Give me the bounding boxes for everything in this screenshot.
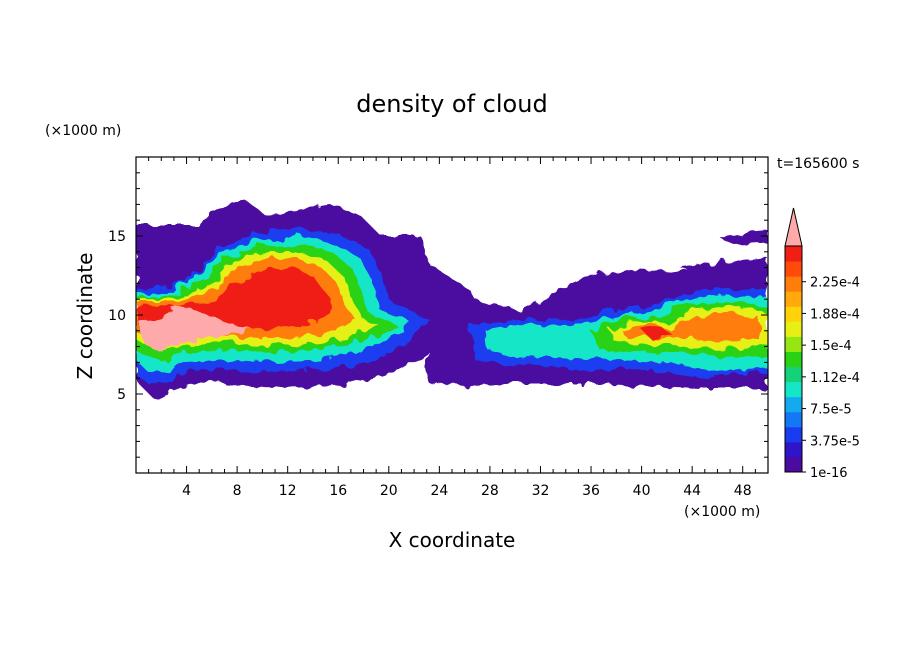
x-unit-label: (×1000 m) — [684, 504, 760, 520]
y-tick-label: 10 — [108, 308, 126, 324]
colorbar-label: 3.75e-5 — [810, 434, 860, 449]
cloud-upper-right-b — [720, 230, 768, 246]
colorbar-label: 1.88e-4 — [810, 307, 860, 322]
colorbar-label: 2.25e-4 — [810, 276, 860, 291]
y-axis-label: Z coordinate — [73, 253, 97, 380]
x-tick-label: 36 — [582, 483, 600, 499]
colorbar-swatch — [785, 276, 802, 292]
colorbar-swatch — [785, 321, 802, 337]
time-label: t=165600 s — [777, 156, 859, 172]
y-tick-label: 5 — [117, 387, 126, 403]
colorbar-swatch — [785, 426, 802, 443]
colorbar-swatch — [785, 381, 802, 398]
colorbar-swatch — [785, 396, 802, 413]
cloud-upper-right-c — [680, 258, 750, 276]
colorbar-swatch — [785, 261, 802, 277]
cloud-left-pink — [140, 308, 252, 352]
cloud-lower-right — [715, 372, 768, 386]
colorbar: 1e-16 3.75e-5 7.5e-5 1.12e-4 1.5e-4 1.88e-4 2.… — [784, 207, 860, 481]
colorbar-label: 1.12e-4 — [810, 371, 860, 386]
x-tick-label: 24 — [430, 483, 448, 499]
x-tick-label: 8 — [233, 483, 242, 499]
x-tick-label: 4 — [182, 483, 191, 499]
cloud-right-red — [640, 326, 672, 338]
colorbar-swatch — [785, 351, 802, 368]
heatmap-field — [136, 200, 768, 400]
colorbar-swatch — [785, 456, 802, 473]
x-axis-label: X coordinate — [389, 528, 516, 552]
x-tick-label: 48 — [734, 483, 752, 499]
cloud-upper-right-a — [590, 270, 680, 290]
x-tick-label: 40 — [633, 483, 651, 499]
colorbar-swatch — [785, 306, 802, 322]
chart-title: density of cloud — [356, 90, 547, 118]
colorbar-swatch — [785, 366, 802, 383]
x-tick-label: 12 — [279, 483, 297, 499]
x-tick-label: 28 — [481, 483, 499, 499]
colorbar-label: 1e-16 — [810, 466, 848, 481]
colorbar-swatch — [785, 336, 802, 352]
colorbar-swatch — [785, 246, 802, 262]
y-unit-label: (×1000 m) — [45, 123, 121, 139]
x-tick-label: 16 — [329, 483, 347, 499]
colorbar-label: 1.5e-4 — [810, 339, 852, 354]
colorbar-swatch — [785, 291, 802, 307]
x-axis: 4 8 12 16 20 24 28 32 36 40 44 48 — [148, 157, 756, 499]
colorbar-frame — [784, 245, 803, 473]
colorbar-extend-triangle — [784, 207, 803, 247]
x-tick-label: 20 — [380, 483, 398, 499]
colorbar-label: 7.5e-5 — [810, 403, 852, 418]
colorbar-swatch — [785, 441, 802, 458]
x-tick-label: 44 — [683, 483, 701, 499]
x-tick-label: 32 — [532, 483, 550, 499]
colorbar-swatch — [785, 411, 802, 428]
y-axis: 5 10 15 — [108, 172, 768, 458]
y-tick-label: 15 — [108, 229, 126, 245]
